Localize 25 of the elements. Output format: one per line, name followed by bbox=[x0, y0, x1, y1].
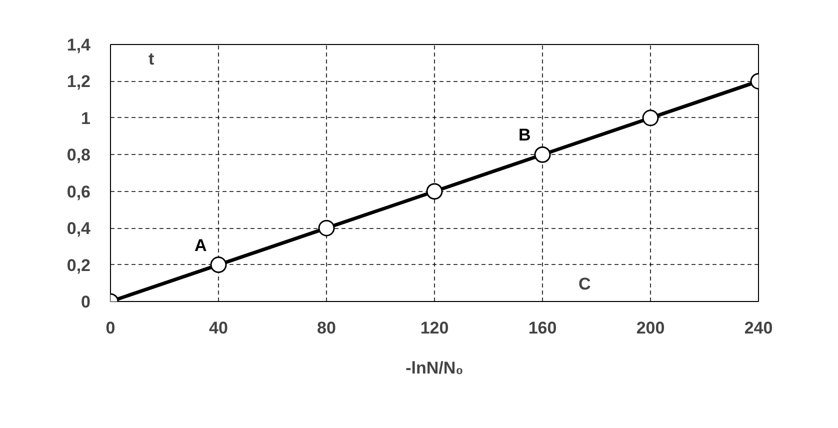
point bbox=[210, 256, 227, 274]
x-tick-label: 40 bbox=[209, 318, 228, 338]
y-tick-label: 0,6 bbox=[66, 182, 91, 202]
x-tick-label: 0 bbox=[106, 318, 116, 338]
x-tick-label: 80 bbox=[317, 318, 336, 338]
annotation: B bbox=[518, 126, 531, 145]
y-axis-title: t bbox=[148, 50, 154, 68]
y-tick-label: 0,8 bbox=[66, 146, 91, 165]
x-tick-label: 160 bbox=[528, 318, 557, 338]
annotation: A bbox=[194, 236, 207, 255]
point bbox=[534, 146, 551, 163]
x-tick-label: 200 bbox=[636, 318, 665, 338]
y-tick-label: 1,4 bbox=[66, 36, 92, 54]
y-tick-label: 0 bbox=[81, 292, 91, 312]
point bbox=[426, 183, 443, 200]
point bbox=[642, 110, 659, 126]
x-axis-title: -lnN/N₀ bbox=[406, 358, 464, 378]
y-tick-label: 0,4 bbox=[66, 219, 92, 238]
y-tick-label: 0,2 bbox=[66, 256, 91, 275]
point bbox=[318, 220, 335, 236]
annotation: C bbox=[578, 274, 591, 294]
y-tick-label: 1,2 bbox=[66, 72, 91, 92]
x-tick-label: 240 bbox=[744, 318, 773, 338]
y-tick-label: 1 bbox=[81, 108, 91, 128]
x-tick-label: 120 bbox=[420, 318, 449, 338]
